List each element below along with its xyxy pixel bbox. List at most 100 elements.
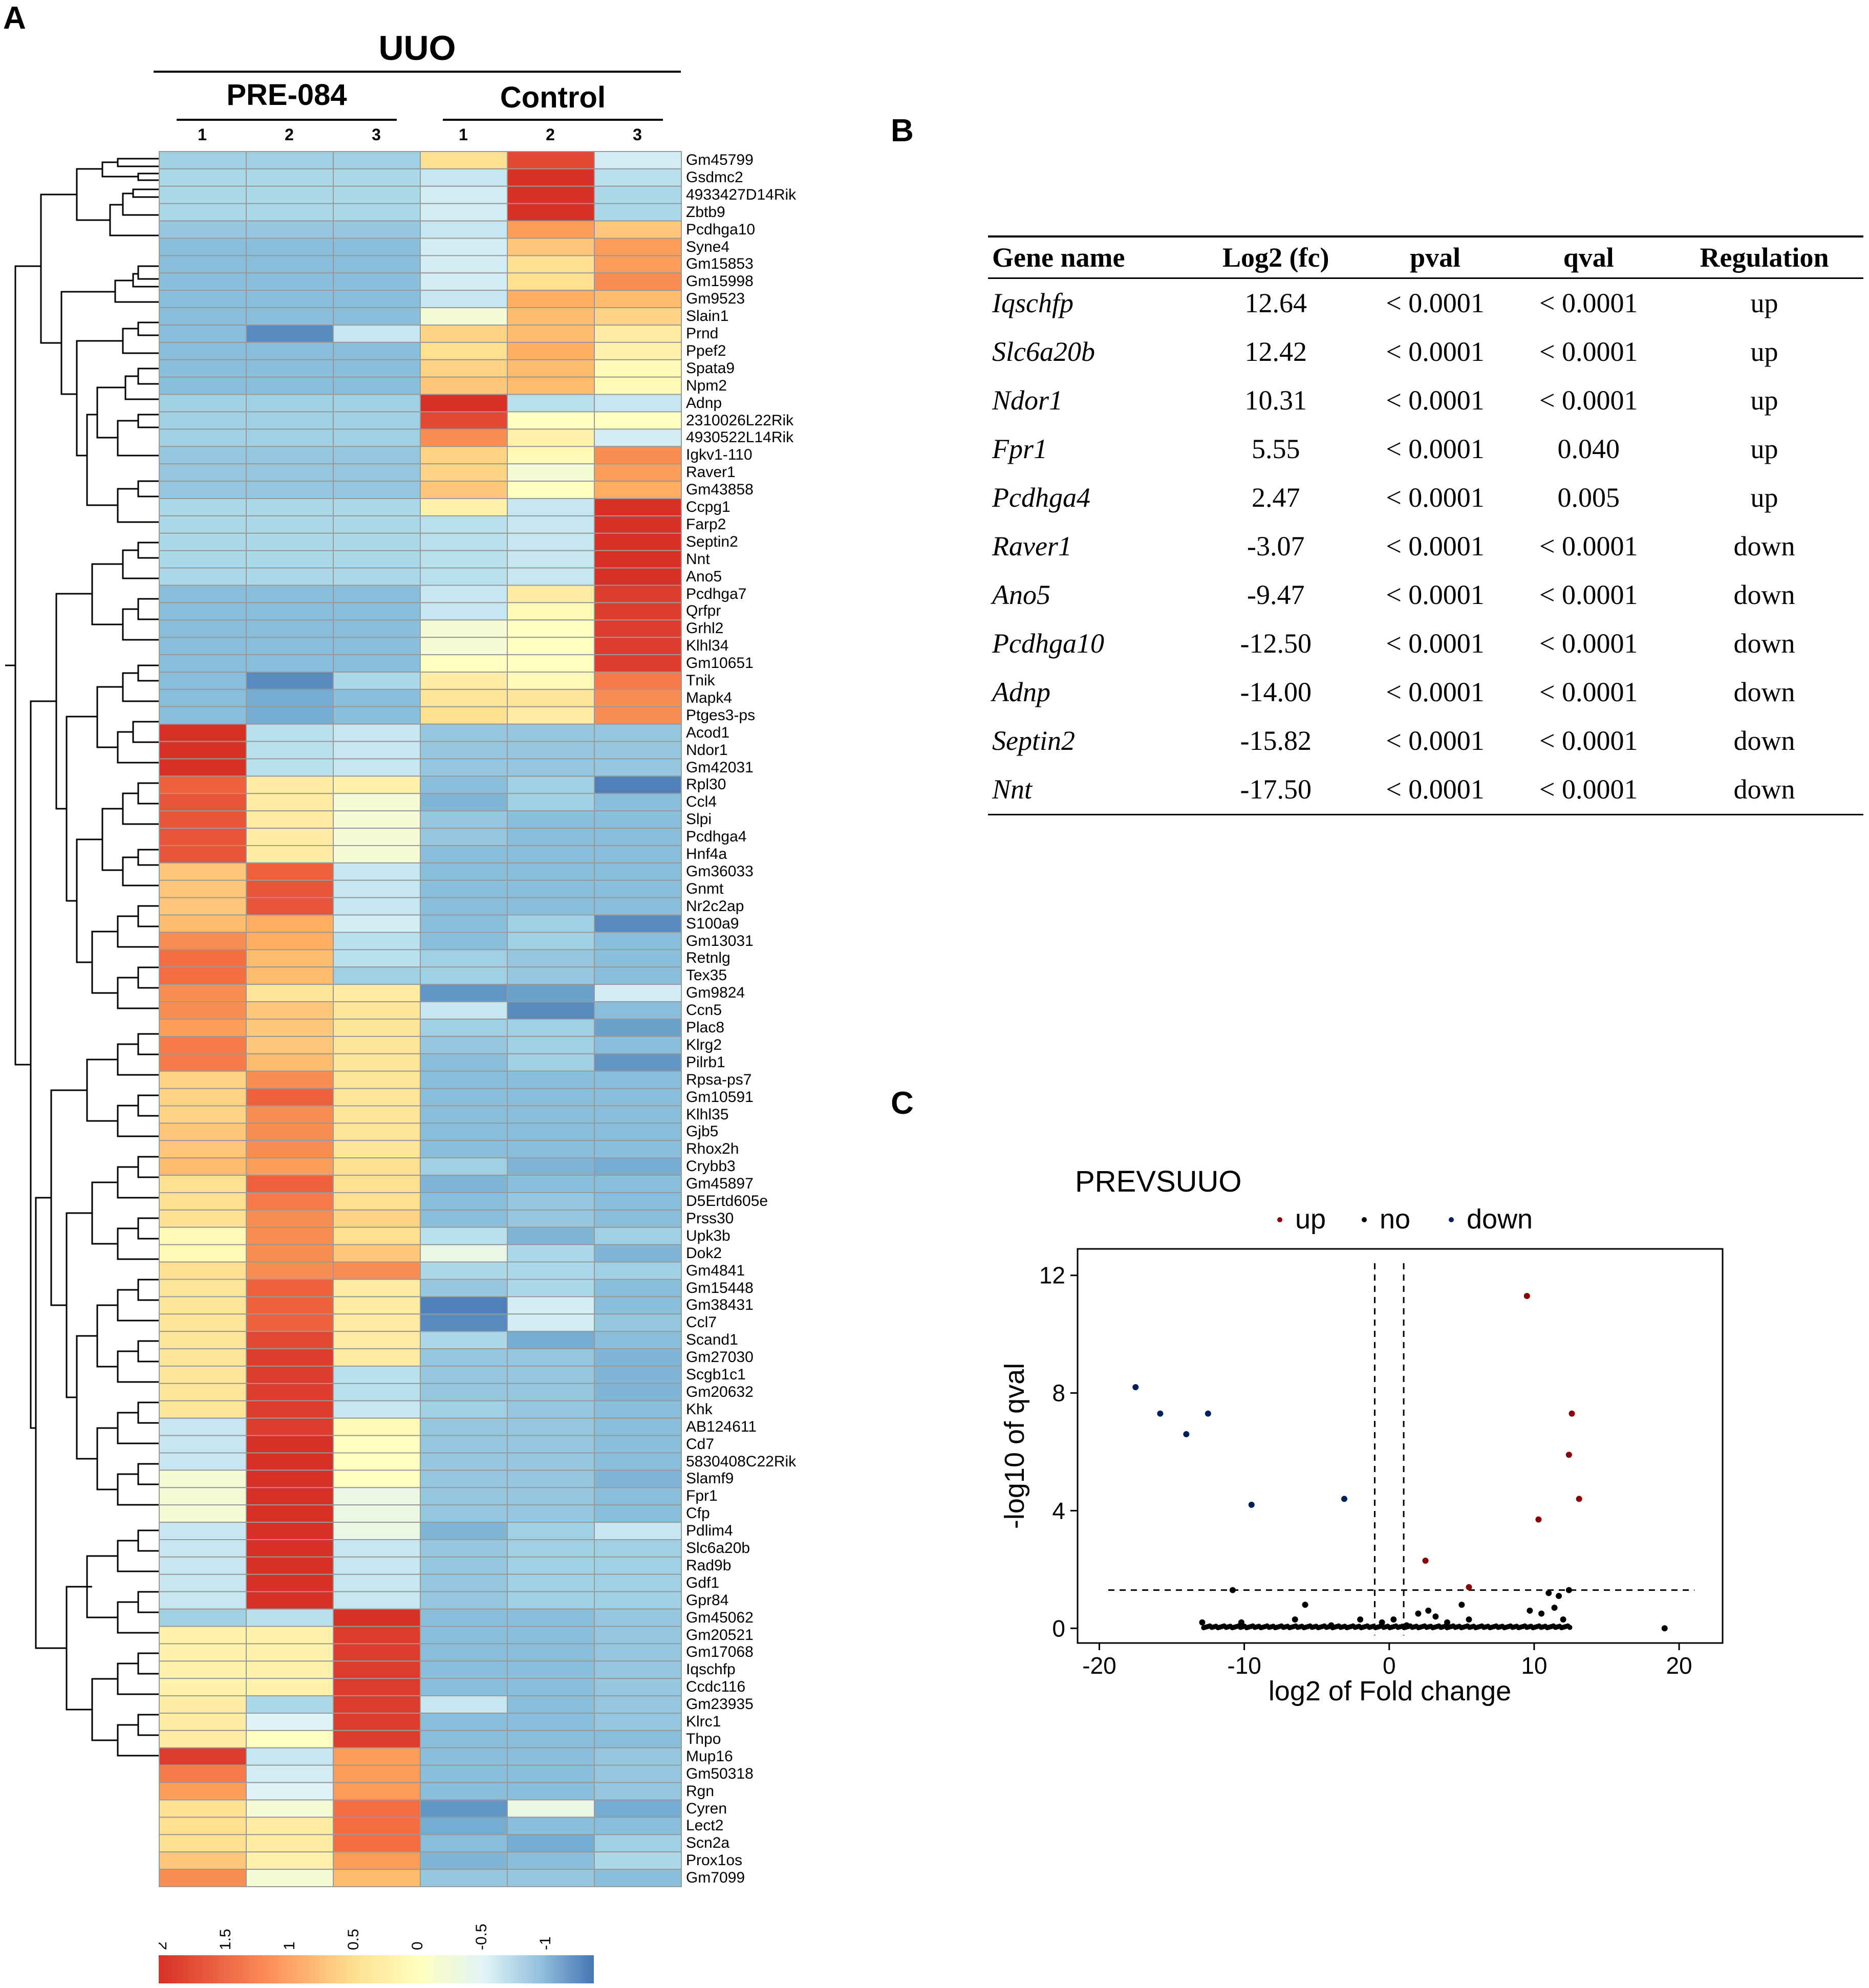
regulation-cell: up — [1750, 288, 1778, 318]
heatmap-cell — [420, 376, 508, 395]
heatmap-cell — [159, 1088, 247, 1107]
gene-label: Gjb5 — [686, 1123, 719, 1140]
heatmap-cell — [594, 359, 682, 378]
gene-label: Slc6a20b — [686, 1540, 750, 1557]
heatmap-cell — [420, 793, 508, 812]
heatmap-cell — [594, 532, 682, 551]
qval-cell: < 0.0001 — [1539, 725, 1638, 756]
heatmap-cell — [420, 1122, 508, 1141]
gene-label: Ccl4 — [686, 793, 717, 811]
heatmap-cell — [594, 550, 682, 569]
data-point-no — [1238, 1619, 1244, 1626]
heatmap-cell — [159, 1851, 247, 1870]
gene-label: Upk3b — [686, 1227, 731, 1244]
heatmap-cell — [159, 307, 247, 326]
regulation-cell: down — [1733, 628, 1795, 659]
heatmap-cell — [246, 1435, 334, 1454]
log2fc-cell: 10.31 — [1244, 385, 1307, 416]
heatmap-cell — [420, 810, 508, 829]
heatmap-cell — [246, 897, 334, 916]
heatmap-cell — [507, 1764, 595, 1783]
heatmap-cell — [246, 567, 334, 586]
heatmap-cell — [507, 932, 595, 950]
legend-marker — [1362, 1217, 1367, 1222]
heatmap-cell — [333, 654, 421, 673]
heatmap-cell — [507, 1244, 595, 1263]
gene-label: AB124611 — [686, 1418, 757, 1435]
heatmap-cell — [594, 203, 682, 222]
data-point-up — [1466, 1584, 1472, 1590]
heatmap-cell — [507, 1105, 595, 1124]
gene-label: S100a9 — [686, 915, 739, 932]
heatmap-cell — [507, 688, 595, 707]
gene-label: Tex35 — [686, 967, 727, 984]
gene-label: Dok2 — [686, 1244, 722, 1262]
heatmap-cell — [420, 602, 508, 621]
heatmap-cell — [333, 359, 421, 378]
heatmap-cell — [246, 1053, 334, 1072]
heatmap-cell — [507, 1730, 595, 1748]
gene-label: Gm15853 — [686, 255, 754, 273]
gene-name-cell: Pcdhga10 — [992, 628, 1104, 659]
heatmap-cell — [246, 879, 334, 898]
qval-cell: < 0.0001 — [1539, 288, 1638, 318]
heatmap-cell — [594, 272, 682, 291]
log2fc-cell: -14.00 — [1240, 677, 1312, 707]
heatmap-cell — [246, 463, 334, 482]
heatmap-cell — [594, 1019, 682, 1037]
gene-label: Gm9824 — [686, 984, 745, 1002]
data-point-no — [1551, 1605, 1558, 1611]
heatmap-cell — [246, 1088, 334, 1107]
heatmap-cell — [420, 1747, 508, 1766]
gene-label: Mapk4 — [686, 689, 733, 706]
data-point-no — [1390, 1616, 1397, 1623]
heatmap-cell — [246, 1539, 334, 1558]
heatmap-cell — [507, 168, 595, 187]
gene-label: Retnlg — [686, 949, 731, 967]
gene-label: Ano5 — [686, 568, 722, 585]
log2fc-cell: 12.42 — [1244, 336, 1307, 367]
gene-label: Npm2 — [686, 377, 727, 394]
gene-name-cell: Nnt — [992, 774, 1033, 805]
heatmap-cell — [420, 1487, 508, 1506]
heatmap-cell — [594, 1817, 682, 1835]
heatmap-cell — [420, 1053, 508, 1072]
heatmap-cell — [507, 272, 595, 291]
heatmap-cell — [507, 1296, 595, 1315]
heatmap-cell — [420, 1209, 508, 1228]
heatmap-cell — [246, 984, 334, 1003]
heatmap-cell — [333, 185, 421, 204]
heatmap-cell — [507, 828, 595, 846]
heatmap-cell — [507, 1539, 595, 1558]
heatmap-cell — [507, 1070, 595, 1089]
heatmap-cell — [246, 1626, 334, 1645]
heatmap-cell — [333, 914, 421, 933]
heatmap-cell — [594, 1713, 682, 1731]
heatmap-cell — [333, 585, 421, 603]
heatmap-cell — [420, 1782, 508, 1801]
data-point-down — [1205, 1410, 1211, 1417]
gene-name-cell: Septin2 — [992, 725, 1075, 756]
heatmap-cell — [159, 741, 247, 760]
data-point-no — [1545, 1590, 1552, 1596]
gene-label: Thpo — [686, 1730, 721, 1747]
regulation-cell: down — [1733, 677, 1795, 707]
heatmap-cell — [420, 1452, 508, 1471]
heatmap-cell — [159, 1522, 247, 1541]
heatmap-cell — [420, 168, 508, 187]
heatmap-cell — [420, 481, 508, 499]
heatmap-cell — [594, 185, 682, 204]
table-row: Nnt -17.50 < 0.0001 < 0.0001 down — [988, 765, 1863, 815]
heatmap-cell — [333, 567, 421, 586]
gene-label: Ccdc116 — [686, 1678, 746, 1696]
legend-marker — [1277, 1217, 1282, 1222]
heatmap-cell — [246, 810, 334, 829]
heatmap-cell — [420, 1140, 508, 1159]
x-tick-label: -20 — [1082, 1652, 1116, 1679]
heatmap-cell — [594, 1105, 682, 1124]
heatmap-cell — [507, 1626, 595, 1645]
heatmap-cell — [594, 949, 682, 968]
heatmap-cell — [507, 793, 595, 812]
y-tick-label: 8 — [1052, 1380, 1065, 1407]
gene-label: Plac8 — [686, 1019, 725, 1036]
